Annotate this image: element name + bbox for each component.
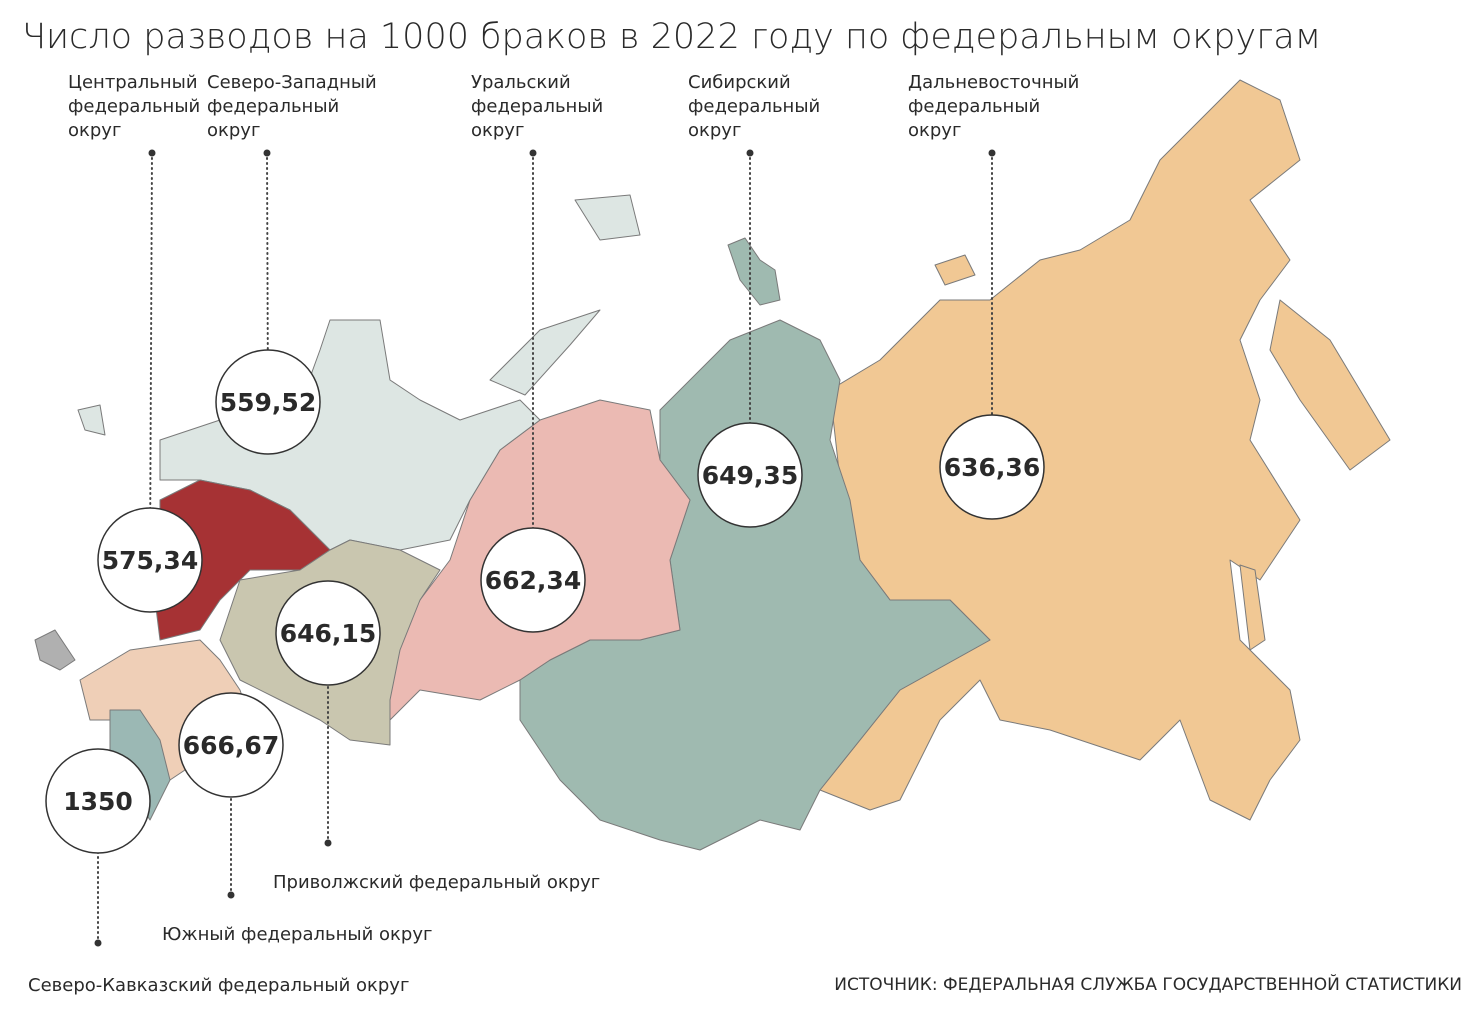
value-label: 636,36	[944, 453, 1040, 482]
district-label: Сибирский	[688, 72, 791, 93]
district-label: округ	[207, 120, 260, 141]
district-label: Дальневосточный	[908, 72, 1079, 93]
leader-dot	[324, 839, 332, 847]
value-label: 1350	[63, 787, 133, 816]
leader-dot	[988, 149, 996, 157]
value-circle	[97, 507, 203, 613]
value-circle	[939, 414, 1045, 520]
district-label: Уральский	[471, 72, 571, 93]
district-label: федеральный	[471, 96, 603, 117]
district-label: федеральный	[688, 96, 820, 117]
leader-line	[149, 152, 153, 561]
value-circle	[697, 422, 803, 528]
value-label: 559,52	[220, 388, 316, 417]
value-circle	[275, 580, 381, 686]
district-label: Северо-Западный	[207, 72, 377, 93]
value-label: 646,15	[280, 619, 376, 648]
leader-dot	[94, 939, 102, 947]
value-circle	[215, 349, 321, 455]
region-severnaya-zemlya	[727, 237, 781, 306]
leader-dot	[529, 149, 537, 157]
district-label: федеральный	[68, 96, 200, 117]
leader-line	[266, 152, 269, 403]
leader-dot	[746, 149, 754, 157]
district-label: Центральный	[68, 72, 198, 93]
region-novaya-zemlya	[489, 309, 601, 396]
leader-dot	[227, 891, 235, 899]
region-kaliningrad	[77, 404, 106, 436]
district-label: округ	[688, 120, 741, 141]
district-label: федеральный	[207, 96, 339, 117]
district-label: федеральный	[908, 96, 1040, 117]
district-label: Приволжский федеральный округ	[273, 872, 600, 893]
region-sakhalin	[1239, 564, 1266, 651]
value-circle	[178, 692, 284, 798]
district-label: округ	[471, 120, 524, 141]
district-label: округ	[68, 120, 121, 141]
value-label: 662,34	[485, 566, 581, 595]
district-label: Южный федеральный округ	[162, 924, 432, 945]
region-island	[934, 254, 976, 286]
value-circle	[480, 527, 586, 633]
region-crimea	[34, 629, 76, 671]
value-label: 666,67	[183, 731, 279, 760]
value-circle	[45, 748, 151, 854]
leader-dot	[148, 149, 156, 157]
leader-dot	[263, 149, 271, 157]
title: Число разводов на 1000 браков в 2022 год…	[22, 17, 1321, 57]
region-far-east	[819, 79, 1301, 821]
region-franz-josef	[574, 194, 641, 241]
region-kamchatka	[1269, 299, 1391, 471]
value-label: 649,35	[702, 461, 798, 490]
district-label: Северо-Кавказский федеральный округ	[28, 975, 409, 996]
source: ИСТОЧНИК: ФЕДЕРАЛЬНАЯ СЛУЖБА ГОСУДАРСТВЕ…	[834, 973, 1462, 995]
value-label: 575,34	[102, 546, 198, 575]
district-label: округ	[908, 120, 961, 141]
